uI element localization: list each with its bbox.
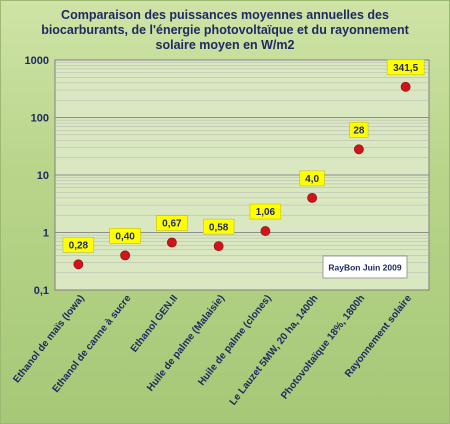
data-label: 341,5 [393,63,418,74]
data-label: 0,28 [69,240,89,251]
y-axis-ticks: 0,1 1 10 100 1000 [25,55,49,297]
x-tick-label: Ethanol GEN.II [129,293,181,355]
x-axis-labels: Ethanol de maïs (Iowa)Ethanol de canne à… [11,293,414,408]
data-label-box [299,170,325,187]
data-point [307,192,318,203]
data-point [400,81,411,92]
y-tick-label: 1000 [25,55,49,67]
data-label-box [249,203,282,220]
data-label-box [156,215,188,231]
x-tick-label: Ethanol de canne à sucre [51,293,134,395]
data-points [73,81,411,270]
x-tick-label: Photovoltaïque 18%, 1800h [279,293,367,401]
x-tick-label: Huile de palme (Malaisie) [145,293,227,393]
data-point [260,226,271,236]
data-label: 1,06 [256,207,276,218]
data-point [353,144,364,155]
data-label-box [109,228,141,244]
y-tick-label: 100 [31,113,49,125]
data-point [73,259,84,270]
data-label: 0,40 [115,232,135,243]
chart-title: Comparaison des puissances moyennes annu… [41,8,409,52]
y-tick-label: 1 [43,228,49,240]
data-label-box [349,122,369,138]
y-tick-label: 0,1 [34,285,49,297]
data-label: 28 [353,125,365,136]
data-label-box [62,237,95,253]
data-label-box [386,59,425,76]
annotation-text: RayBon Juin 2009 [328,263,401,273]
data-label-box [202,218,235,235]
data-label: 4,0 [305,174,319,185]
data-point [120,250,131,261]
data-point [213,241,224,252]
data-label: 0,58 [209,222,229,233]
data-labels: 0,28 0,40 0,67 0,58 1,06 4,0 28 341,5 [62,59,425,253]
x-tick-label: Le Lauzet 5MW, 20 ha, 1400h [228,293,321,408]
data-point [166,237,177,248]
data-label: 0,67 [162,219,182,230]
y-tick-label: 10 [37,170,49,182]
annotation-box: RayBon Juin 2009 [322,255,408,279]
